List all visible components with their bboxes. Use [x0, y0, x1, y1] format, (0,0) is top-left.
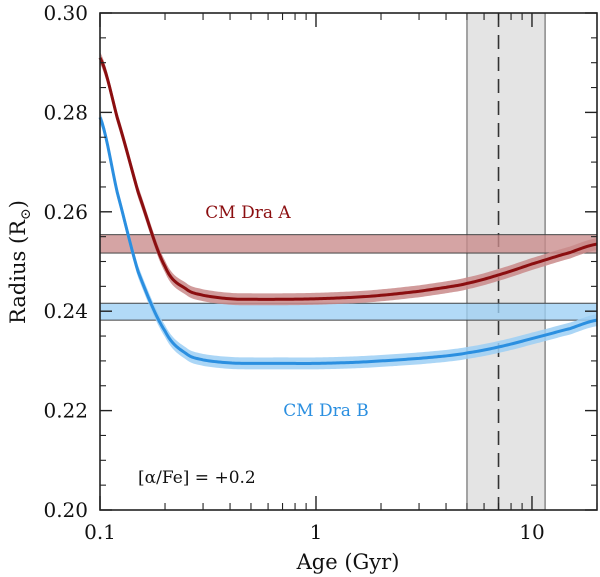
- label-cm-dra-a: CM Dra A: [205, 203, 291, 223]
- y-tick-label: 0.24: [43, 299, 88, 323]
- y-axis-title-sun-symbol: ⊙: [18, 208, 34, 220]
- observed-radius-band-b: [99, 302, 598, 321]
- label-cm-dra-b: CM Dra B: [283, 401, 369, 421]
- axes: 0.20 0.22 0.24 0.26 0.28 0.30 0.1 1 10: [43, 1, 598, 544]
- observed-radius-band-a: [99, 234, 598, 254]
- y-tick-label: 0.22: [43, 399, 88, 423]
- y-tick-label: 0.20: [43, 498, 88, 522]
- model-series: [98, 51, 598, 370]
- x-tick-label: 10: [519, 520, 544, 544]
- x-tick-label: 1: [310, 520, 323, 544]
- y-axis-title: Radius (R⊙): [6, 200, 34, 324]
- label-alpha-fe: [α/Fe] = +0.2: [138, 468, 256, 488]
- y-axis-title-close: ): [6, 200, 30, 208]
- x-tick-label: 0.1: [84, 520, 116, 544]
- x-axis-title: Age (Gyr): [296, 550, 400, 574]
- y-tick-label: 0.26: [43, 200, 88, 224]
- cm-dra-a-model-line: [98, 57, 598, 301]
- cm-dra-b-model-line: [98, 116, 598, 365]
- y-tick-label: 0.30: [43, 1, 88, 25]
- y-axis-title-main: Radius (R: [6, 219, 30, 324]
- y-tick-label: 0.28: [43, 100, 88, 124]
